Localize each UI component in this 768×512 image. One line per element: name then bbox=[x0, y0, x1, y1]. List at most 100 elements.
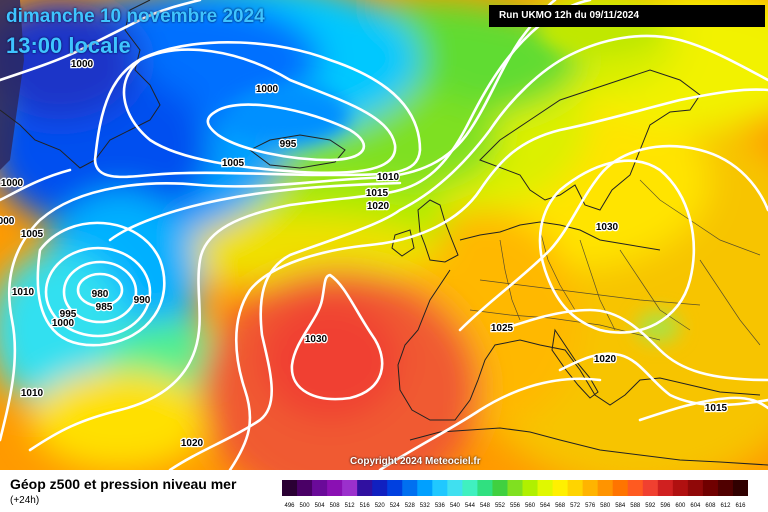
legend-swatch bbox=[327, 480, 343, 496]
isobar-label: 1020 bbox=[367, 201, 390, 212]
isobar-label: 1010 bbox=[12, 287, 35, 298]
dark-low-corner bbox=[0, 0, 24, 170]
isobar-label: 1030 bbox=[596, 222, 619, 233]
isobar-label: 990 bbox=[134, 295, 151, 306]
legend-swatch bbox=[297, 480, 313, 496]
legend-tick-label: 588 bbox=[630, 503, 641, 509]
isobar-label: 000 bbox=[0, 216, 15, 227]
legend-tick-label: 564 bbox=[540, 503, 551, 509]
legend-tick-label: 500 bbox=[300, 503, 311, 509]
isobar-label: 1025 bbox=[491, 323, 514, 334]
geopotential-map-canvas: 1000100099510051000000100510101015102010… bbox=[0, 0, 768, 470]
north-africa-coast bbox=[409, 427, 768, 466]
legend-swatch bbox=[612, 480, 629, 496]
legend-swatch bbox=[342, 480, 358, 496]
legend-tick-label: 496 bbox=[285, 503, 296, 509]
legend-tick-label: 556 bbox=[510, 503, 521, 509]
forecast-range: (+24h) bbox=[10, 495, 40, 506]
legend-tick-label: 572 bbox=[570, 503, 581, 509]
legend-tick-label: 524 bbox=[390, 503, 401, 509]
isobar-label: 1010 bbox=[21, 388, 44, 399]
isobar-label: 1015 bbox=[366, 188, 389, 199]
legend-swatch bbox=[492, 480, 508, 496]
legend-swatch bbox=[507, 480, 524, 496]
legend-swatch bbox=[417, 480, 433, 496]
legend-swatch bbox=[447, 480, 463, 496]
color-scale-legend: 496 500 504 508 512 516 520 524 528 532 536 540 544 5… bbox=[282, 480, 748, 509]
isobar-label: 1000 bbox=[1, 178, 24, 189]
legend-tick-label: 528 bbox=[405, 503, 416, 509]
z500-blob-iceland bbox=[230, 85, 350, 145]
legend-tick-label: 604 bbox=[690, 503, 701, 509]
legend-tick-label: 520 bbox=[375, 503, 386, 509]
legend-swatch bbox=[717, 480, 734, 496]
isobar-label: 1020 bbox=[181, 438, 204, 449]
isobar-label: 1015 bbox=[705, 403, 728, 414]
continent-coast bbox=[397, 221, 761, 421]
legend-tick-label: 608 bbox=[705, 503, 716, 509]
z500-blob-balkans bbox=[636, 311, 680, 343]
isobar-label: 1000 bbox=[71, 59, 94, 70]
legend-swatch bbox=[372, 480, 388, 496]
legend-tick-label: 616 bbox=[735, 503, 746, 509]
legend-swatch bbox=[462, 480, 478, 496]
legend-tick-label: 592 bbox=[645, 503, 656, 509]
legend-swatch bbox=[552, 480, 569, 496]
legend-tick-label: 544 bbox=[465, 503, 476, 509]
isobar-label: 1000 bbox=[52, 318, 75, 329]
legend-tick-label: 580 bbox=[600, 503, 611, 509]
legend-swatch bbox=[432, 480, 448, 496]
legend-swatch bbox=[282, 480, 298, 496]
legend-swatch bbox=[537, 480, 554, 496]
legend-tick-label: 504 bbox=[315, 503, 326, 509]
isobar-label: 1005 bbox=[21, 229, 44, 240]
isobar-label: 980 bbox=[92, 289, 109, 300]
british-isles-coast bbox=[391, 199, 459, 263]
legend-tick-label: 600 bbox=[675, 503, 686, 509]
isobar-label: 1005 bbox=[222, 158, 245, 169]
isobar-lines bbox=[0, 0, 768, 470]
forecast-date: dimanche 10 novembre 2024 bbox=[6, 6, 265, 27]
isobar-label: 995 bbox=[280, 139, 297, 150]
legend-tick-label: 612 bbox=[720, 503, 731, 509]
isobar-label: 1010 bbox=[377, 172, 400, 183]
isobar-label: 985 bbox=[96, 302, 113, 313]
legend-swatch bbox=[477, 480, 493, 496]
legend-swatch bbox=[642, 480, 659, 496]
legend-swatch bbox=[582, 480, 599, 496]
isobar-labels: 1000100099510051000000100510101015102010… bbox=[0, 58, 729, 451]
legend-tick-label: 532 bbox=[420, 503, 431, 509]
legend-tick-label: 536 bbox=[435, 503, 446, 509]
forecast-time: 13:00 locale bbox=[6, 33, 131, 58]
legend-swatch bbox=[687, 480, 704, 496]
legend-swatch bbox=[597, 480, 614, 496]
legend-swatch bbox=[627, 480, 644, 496]
legend-swatch bbox=[732, 480, 748, 496]
legend-tick-label: 540 bbox=[450, 503, 461, 509]
legend-swatch bbox=[522, 480, 539, 496]
isobar-label: 1020 bbox=[594, 354, 617, 365]
legend-swatch bbox=[657, 480, 674, 496]
legend-tick-label: 508 bbox=[330, 503, 341, 509]
isobar-label: 1000 bbox=[256, 84, 279, 95]
legend-tick-label: 576 bbox=[585, 503, 596, 509]
legend-swatch bbox=[402, 480, 418, 496]
legend-swatch bbox=[672, 480, 689, 496]
legend-tick-label: 584 bbox=[615, 503, 626, 509]
isobar-label: 1030 bbox=[305, 334, 328, 345]
legend-swatch bbox=[702, 480, 719, 496]
legend-tick-label: 548 bbox=[480, 503, 491, 509]
legend-tick-label: 516 bbox=[360, 503, 371, 509]
legend-tick-label: 552 bbox=[495, 503, 506, 509]
copyright-text: Copyright 2024 Meteociel.fr bbox=[350, 456, 481, 467]
legend-swatch bbox=[357, 480, 373, 496]
iceland-coast bbox=[249, 134, 346, 169]
legend-tick-label: 512 bbox=[345, 503, 356, 509]
legend-swatch bbox=[312, 480, 328, 496]
greenland-coast bbox=[0, 0, 161, 169]
legend-tick-label: 596 bbox=[660, 503, 671, 509]
legend-tick-label: 560 bbox=[525, 503, 536, 509]
isobar-label: 995 bbox=[60, 309, 77, 320]
legend-tick-label: 568 bbox=[555, 503, 566, 509]
model-run-label: Run UKMO 12h du 09/11/2024 bbox=[489, 5, 765, 27]
